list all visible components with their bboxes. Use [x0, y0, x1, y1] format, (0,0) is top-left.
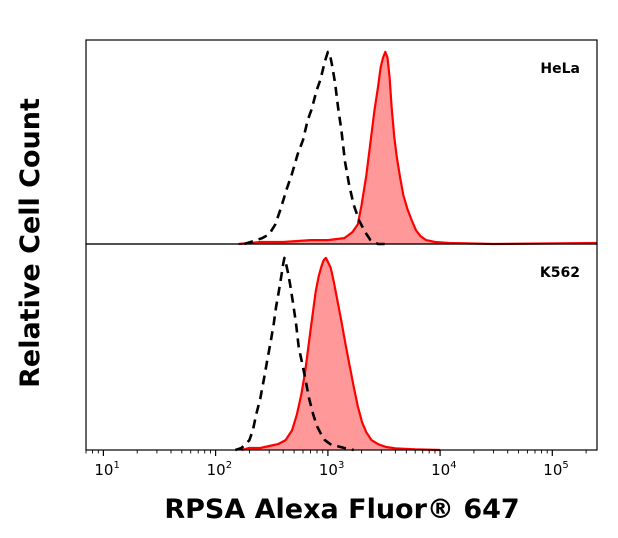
control-histogram-line	[234, 256, 354, 452]
x-tick-label: 105	[543, 460, 568, 479]
x-tick-exponent: 4	[450, 460, 456, 471]
x-tick-label: 103	[319, 460, 344, 479]
x-tick-label: 102	[207, 460, 232, 479]
x-tick-base: 10	[431, 461, 450, 479]
x-tick-exponent: 2	[226, 460, 232, 471]
stained-histogram-line	[241, 256, 441, 452]
x-tick-base: 10	[207, 461, 226, 479]
panel-hela: HeLa	[85, 39, 598, 246]
panel-label: K562	[540, 265, 580, 281]
x-tick-exponent: 5	[562, 460, 568, 471]
control-histogram-line	[243, 50, 385, 246]
y-axis-title: Relative Cell Count	[15, 98, 46, 388]
panel-label: HeLa	[540, 61, 580, 77]
x-axis: 101 102 103 104 105	[85, 450, 587, 479]
x-tick-base: 10	[94, 461, 113, 479]
stained-histogram-fill	[241, 257, 441, 450]
stained-histogram-fill	[238, 51, 597, 245]
x-tick-base: 10	[543, 461, 562, 479]
stained-histogram-line	[238, 50, 598, 246]
x-tick-label: 104	[431, 460, 456, 479]
x-tick-label: 101	[94, 460, 119, 479]
panels-layer: HeLa K562	[85, 39, 598, 452]
x-axis-title: RPSA Alexa Fluor® 647	[164, 494, 519, 525]
x-tick-exponent: 3	[338, 460, 344, 471]
panel-k562: K562	[85, 243, 598, 452]
x-tick-base: 10	[319, 461, 338, 479]
x-tick-exponent: 1	[113, 460, 119, 471]
panel-frame	[85, 243, 598, 451]
panel-frame	[85, 39, 598, 245]
